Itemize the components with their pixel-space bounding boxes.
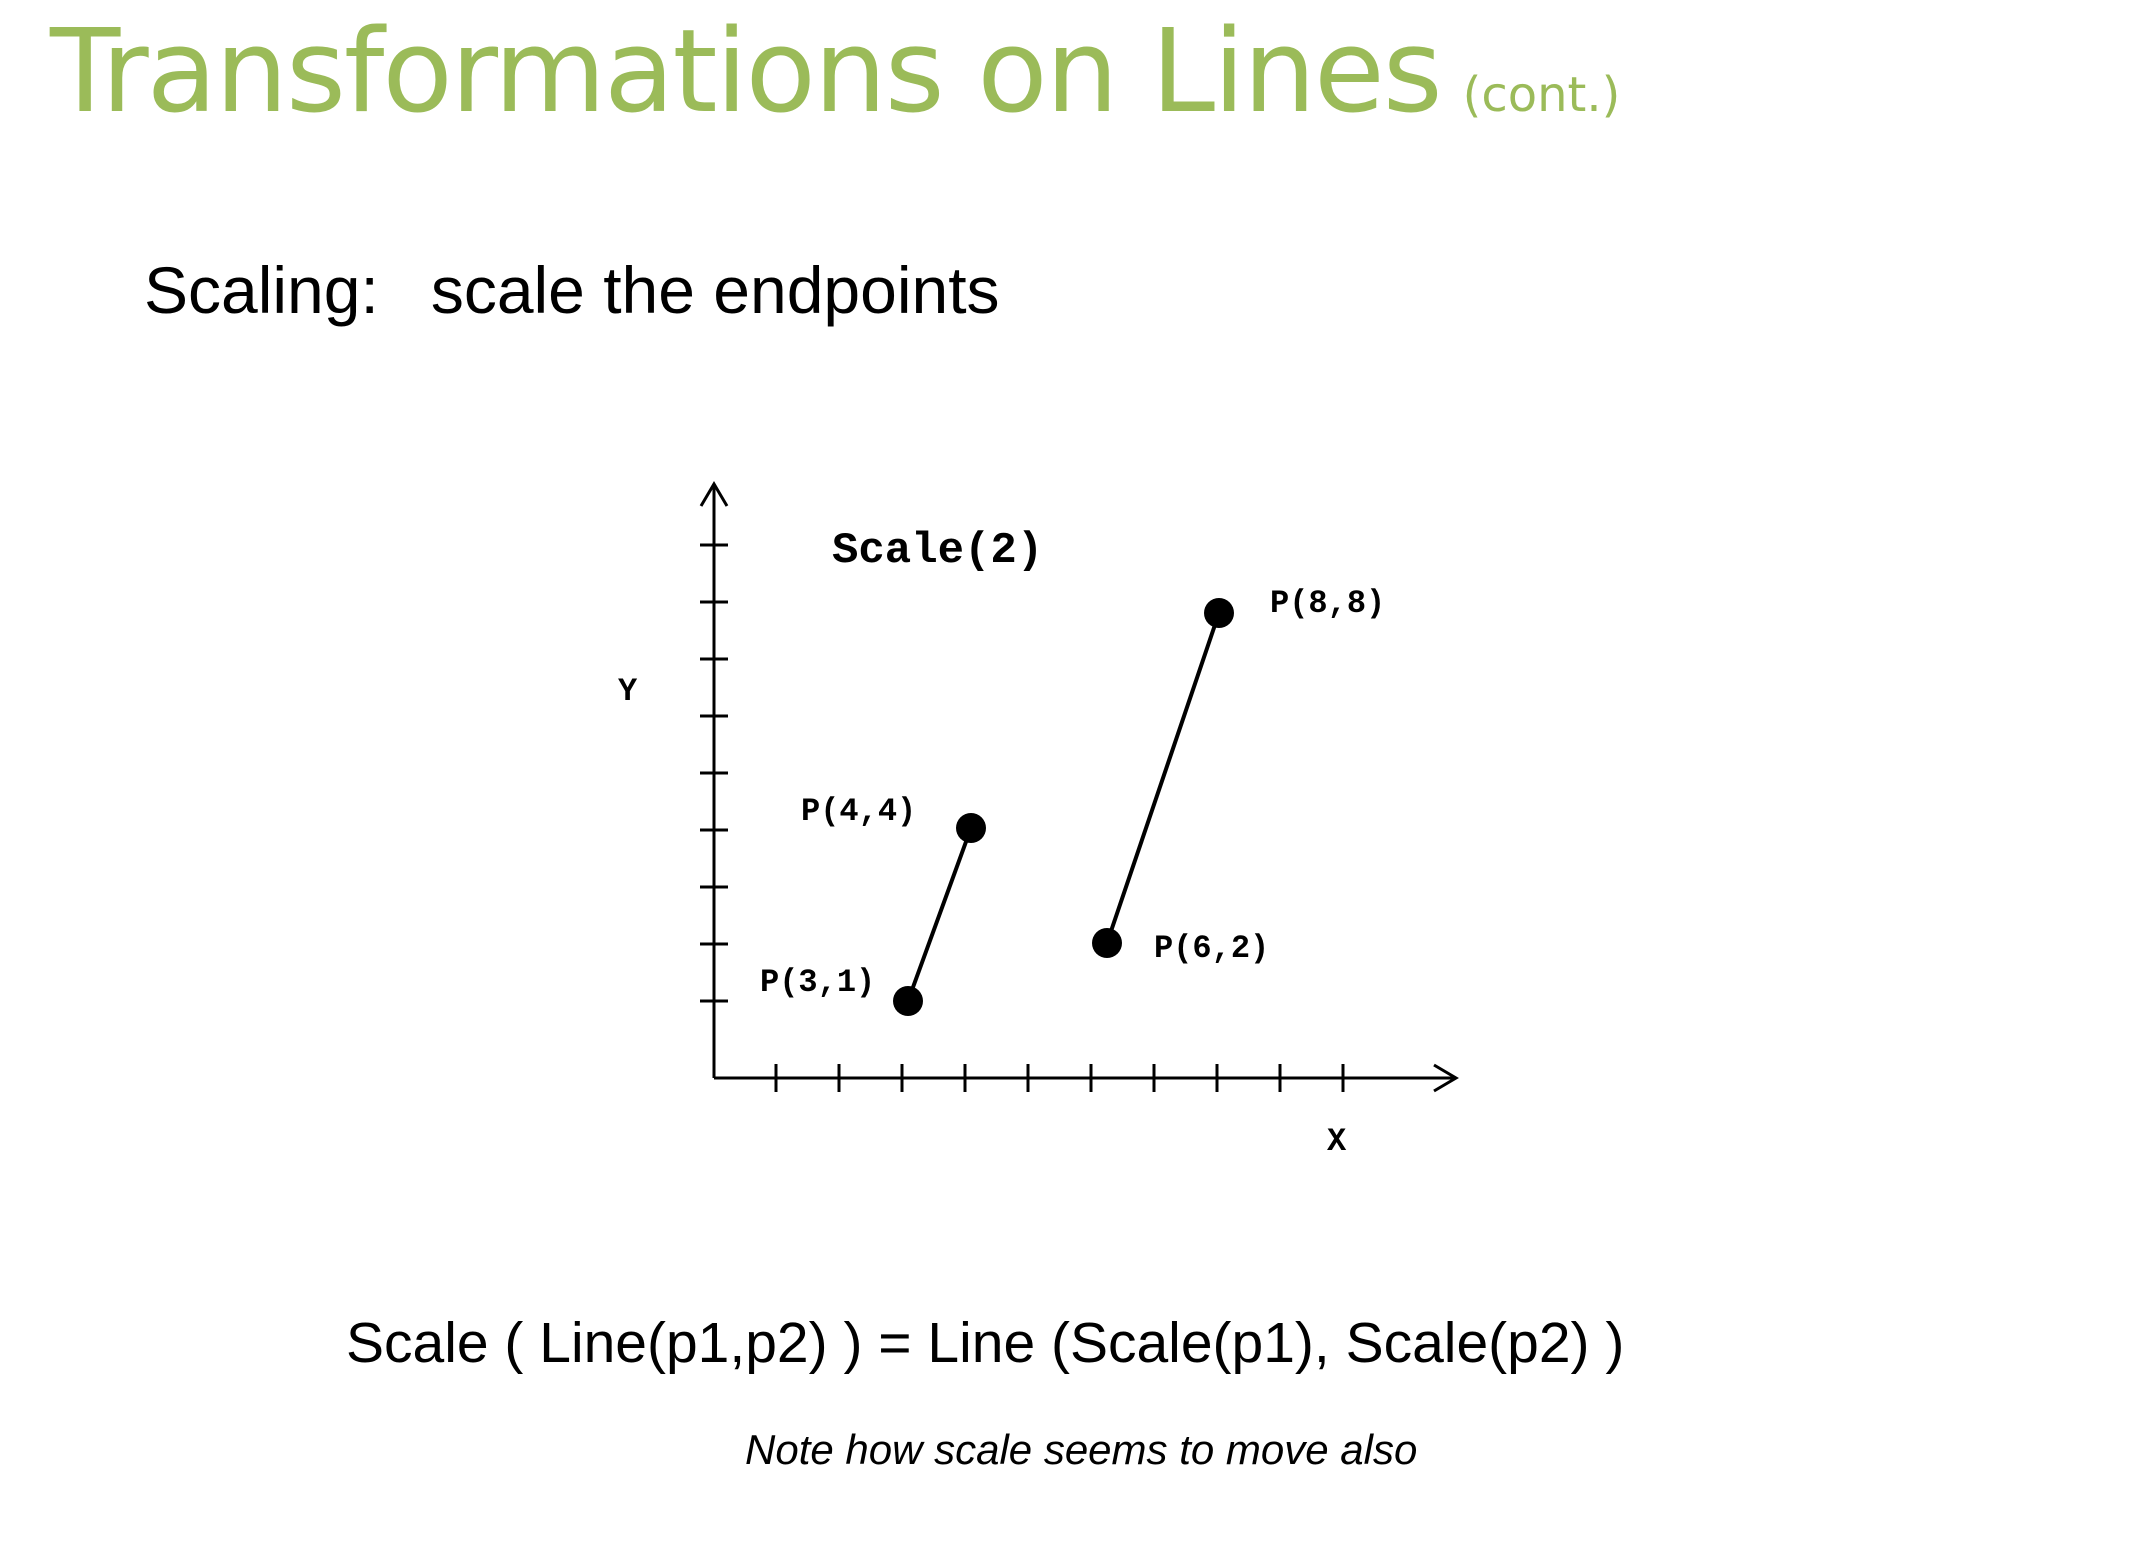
scale-caption: Scale(2) (832, 526, 1043, 576)
y-axis-ticks (700, 543, 728, 1003)
y-axis-label: Y (618, 673, 638, 710)
original-p2-label: P(4,4) (801, 793, 916, 830)
scaled-endpoint-p2 (1204, 598, 1234, 628)
slide-subtitle: Scaling: scale the endpoints (144, 252, 1000, 328)
original-endpoint-p1 (893, 986, 923, 1016)
scaled-line-segment (1105, 612, 1221, 944)
scale-formula: Scale ( Line(p1,p2) ) = Line (Scale(p1),… (346, 1311, 1625, 1375)
original-line-group: P(3,1) P(4,4) (760, 793, 986, 1016)
scaled-p2-label: P(8,8) (1270, 585, 1385, 622)
slide-title-suffix: (cont.) (1462, 67, 1621, 123)
original-line-segment (906, 827, 973, 1002)
subtitle-text: scale the endpoints (430, 253, 1000, 327)
original-p1-label: P(3,1) (760, 964, 875, 1001)
x-axis-ticks (774, 1064, 1345, 1092)
x-axis-label: X (1327, 1123, 1347, 1160)
scaled-endpoint-p1 (1092, 928, 1122, 958)
slide-title-main: Transformations on Lines (50, 5, 1443, 139)
slide-title: Transformations on Lines (cont.) (50, 5, 1620, 139)
y-axis-arrowhead (699, 481, 729, 507)
original-endpoint-p2 (956, 813, 986, 843)
subtitle-label: Scaling: (144, 253, 379, 327)
scaled-p1-label: P(6,2) (1154, 930, 1269, 967)
x-axis-arrowhead (1433, 1063, 1459, 1093)
scale-note: Note how scale seems to move also (745, 1426, 1418, 1473)
scaled-line-group: P(6,2) P(8,8) (1092, 585, 1385, 967)
